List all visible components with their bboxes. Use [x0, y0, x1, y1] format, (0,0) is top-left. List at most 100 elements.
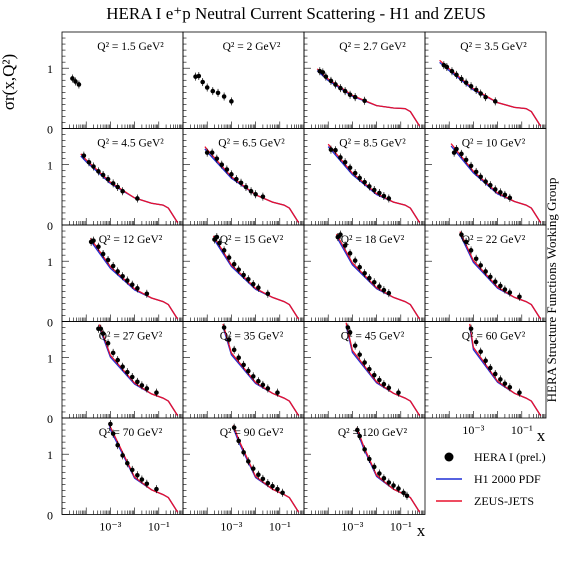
zeus-jets-line [98, 324, 179, 416]
data-point [377, 377, 382, 383]
data-point [347, 92, 353, 98]
zeus-jets-line [459, 231, 542, 320]
data-point [381, 193, 387, 199]
data-point [221, 325, 227, 330]
data-point [333, 147, 338, 153]
y-tick-label: 1 [47, 62, 53, 76]
data-point [241, 272, 246, 278]
y-tick-label: 1 [47, 255, 53, 269]
data-point [76, 82, 82, 87]
data-point [120, 364, 125, 370]
data-point [236, 267, 241, 272]
panel: Q² = 10 GeV² [424, 128, 547, 226]
data-point [250, 281, 256, 287]
data-point [451, 150, 457, 155]
data-point [265, 480, 271, 486]
zeus-jets-line [345, 322, 421, 416]
data-point [246, 276, 251, 282]
data-point [488, 274, 493, 280]
h1-2000-pdf-line [356, 430, 421, 513]
zeus-jets-line [450, 143, 542, 223]
data-point [352, 258, 358, 263]
data-point [154, 486, 159, 492]
data-point [345, 325, 351, 330]
data-point [517, 294, 522, 300]
data-point [91, 238, 96, 243]
panel-label: Q² = 2.7 GeV² [339, 41, 406, 53]
data-point [492, 99, 498, 104]
data-point [144, 291, 150, 297]
data-point [449, 68, 455, 74]
data-point [507, 195, 513, 201]
data-point [115, 184, 120, 190]
panel: Q² = 35 GeV² [182, 321, 305, 419]
data-point [381, 476, 387, 481]
legend: HERA I (prel.) H1 2000 PDF ZEUS-JETS [436, 450, 546, 508]
data-point [338, 232, 343, 237]
data-point [342, 159, 348, 165]
data-point [357, 264, 362, 270]
data-point [253, 191, 258, 197]
data-point [357, 433, 362, 439]
data-point [386, 480, 392, 485]
data-point [507, 384, 513, 390]
data-point [502, 192, 508, 198]
data-point [478, 91, 483, 96]
panel-grid: 0 1 Q² = 1.5 GeV² Q² = 2 GeV² Q² = 2.7 GeV² Q… [47, 31, 547, 534]
data-point [367, 275, 372, 281]
data-point [248, 188, 254, 194]
data-point [468, 83, 474, 89]
data-point [110, 263, 116, 269]
data-point [342, 88, 348, 94]
data-point [478, 349, 483, 354]
panel-label: Q² = 45 GeV² [341, 331, 405, 343]
data-point [502, 381, 508, 386]
legend-label: H1 2000 PDF [474, 472, 541, 486]
legend-label: HERA I (prel.) [474, 450, 546, 464]
panel-label: Q² = 10 GeV² [462, 138, 526, 150]
panel: Q² = 15 GeV² [182, 224, 305, 322]
data-point [371, 279, 377, 285]
data-point [238, 180, 244, 186]
data-point [444, 64, 450, 70]
data-point [338, 85, 343, 91]
data-point [250, 466, 256, 471]
data-point [459, 232, 464, 237]
data-point [110, 181, 116, 186]
data-point [100, 331, 106, 336]
data-point [507, 290, 513, 295]
data-point [120, 453, 125, 458]
panel: Q² = 6.5 GeV² [182, 128, 305, 226]
data-point [483, 269, 488, 274]
y-tick-label: 0 [47, 412, 53, 426]
data-point [386, 290, 392, 296]
data-point [129, 282, 135, 288]
data-point [463, 157, 469, 163]
data-point [367, 366, 372, 372]
chart-title: HERA I e⁺p Neutral Current Scattering - … [106, 4, 486, 23]
y-tick-label: 1 [47, 159, 53, 173]
data-point [357, 352, 362, 357]
data-point [219, 162, 225, 167]
data-point [100, 172, 106, 178]
data-point [362, 360, 367, 365]
data-point [352, 94, 358, 100]
data-point [256, 472, 261, 477]
panel-label: Q² = 4.5 GeV² [97, 138, 164, 150]
panel: Q² = 8.5 GeV² [303, 128, 426, 226]
x-axis-label-right: x [537, 426, 546, 445]
data-point [125, 278, 130, 283]
x-tick-label: 10⁻¹ [390, 520, 412, 534]
panel-label: Q² = 35 GeV² [220, 331, 284, 343]
data-point [135, 472, 140, 478]
data-point [110, 350, 116, 356]
y-tick-label: 0 [47, 509, 53, 523]
panel-label: Q² = 1.5 GeV² [97, 41, 164, 53]
panel: 0 1 Q² = 1.5 GeV² [47, 31, 184, 137]
zeus-jets-line [80, 153, 179, 223]
y-tick-label: 0 [47, 123, 53, 137]
data-point [473, 256, 479, 262]
data-point [96, 244, 101, 250]
data-point [224, 167, 230, 172]
zeus-jets-line [335, 233, 421, 320]
